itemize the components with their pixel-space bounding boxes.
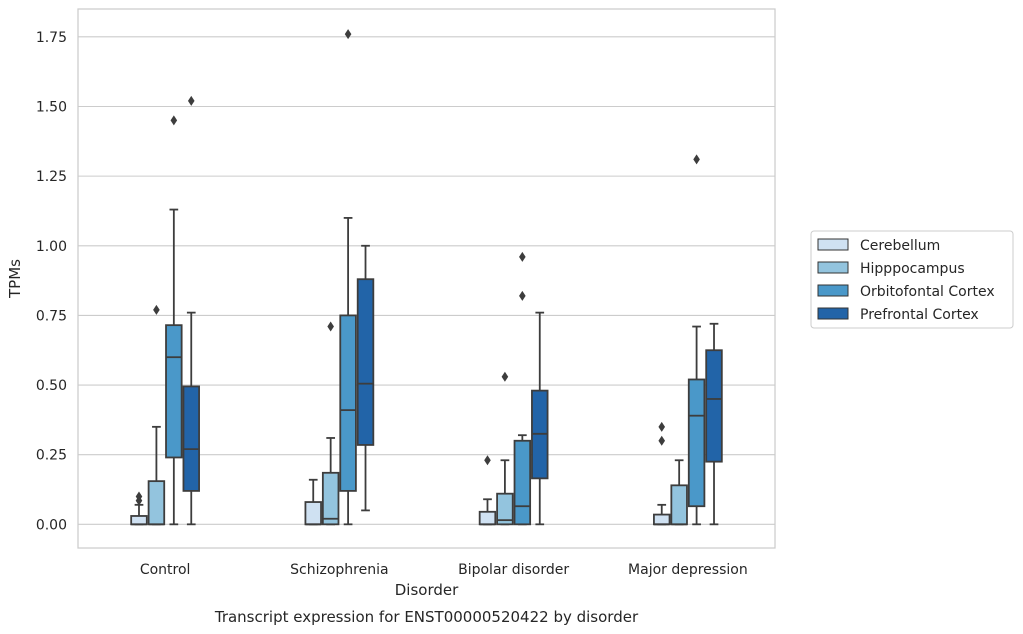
y-tick-label: 1.00 [36,239,67,255]
outlier-marker [693,154,700,165]
legend-label: Prefrontal Cortex [860,307,979,323]
box-layer [130,29,723,526]
y-tick-label: 0.00 [36,517,67,533]
y-tick-label: 1.25 [36,169,67,185]
box-group [130,491,148,526]
y-axis-title: TPMs [6,259,24,299]
outlier-marker [344,29,352,40]
box [653,513,671,526]
y-tick-label: 1.75 [36,30,67,46]
box [130,515,148,526]
box-group [304,478,322,526]
x-tick-label: Schizophrenia [290,562,388,578]
x-tick-label: Major depression [628,562,748,578]
box-group [513,251,532,526]
x-axis-title: Disorder [395,581,459,599]
box-group [478,455,497,526]
box-group [531,311,549,526]
outlier-marker [519,290,526,301]
y-tick-labels: 0.00 0.25 0.50 0.75 1.00 1.25 1.50 1.75 [36,30,67,533]
x-tick-labels: Control Schizophrenia Bipolar disorder Majo… [140,562,748,578]
box-group [670,459,688,526]
box [496,492,514,526]
box [182,385,200,492]
box-group [165,115,183,526]
chart-caption: Transcript expression for ENST0000052042… [214,608,639,626]
box [339,314,357,492]
legend-label: Orbitofontal Cortex [860,284,995,300]
outlier-marker [327,321,334,332]
y-tick-label: 0.50 [36,378,67,394]
outlier-marker [519,251,526,262]
box [670,484,688,526]
legend-label: Hipppocampus [860,261,965,277]
legend-label: Cerebellum [860,238,940,254]
box-group [496,371,514,526]
legend-swatch [817,307,849,320]
outlier-marker [170,115,178,126]
box-group [653,421,671,526]
legend-swatch [817,284,849,297]
outlier-marker [658,435,666,446]
box [478,510,497,526]
outlier-marker [135,491,143,502]
y-tick-label: 0.25 [36,448,67,464]
box-group [687,154,706,526]
outlier-marker [484,455,491,466]
outlier-marker [187,95,195,106]
box [356,278,375,446]
plot-frame [77,8,776,549]
box [687,378,706,508]
box-group [339,29,357,526]
box-group [356,244,375,512]
outlier-marker [658,421,666,432]
outlier-marker [501,371,509,382]
box [165,324,183,459]
outlier-marker [153,304,160,315]
box [147,480,166,526]
box-group [182,95,200,526]
x-tick-label: Bipolar disorder [458,562,569,578]
y-tick-label: 0.75 [36,308,67,324]
legend: Cerebellum Hipppocampus Orbitofontal Corte… [810,230,1014,329]
legend-swatch [817,238,849,251]
box [304,501,322,526]
box [513,439,532,526]
box-group [147,304,166,526]
box-group [705,322,723,526]
box-group [321,321,340,526]
legend-swatch [817,261,849,274]
legend-frame [810,230,1014,329]
y-tick-label: 1.50 [36,99,67,115]
box [705,349,723,463]
box [321,471,340,526]
x-tick-label: Control [140,562,191,578]
